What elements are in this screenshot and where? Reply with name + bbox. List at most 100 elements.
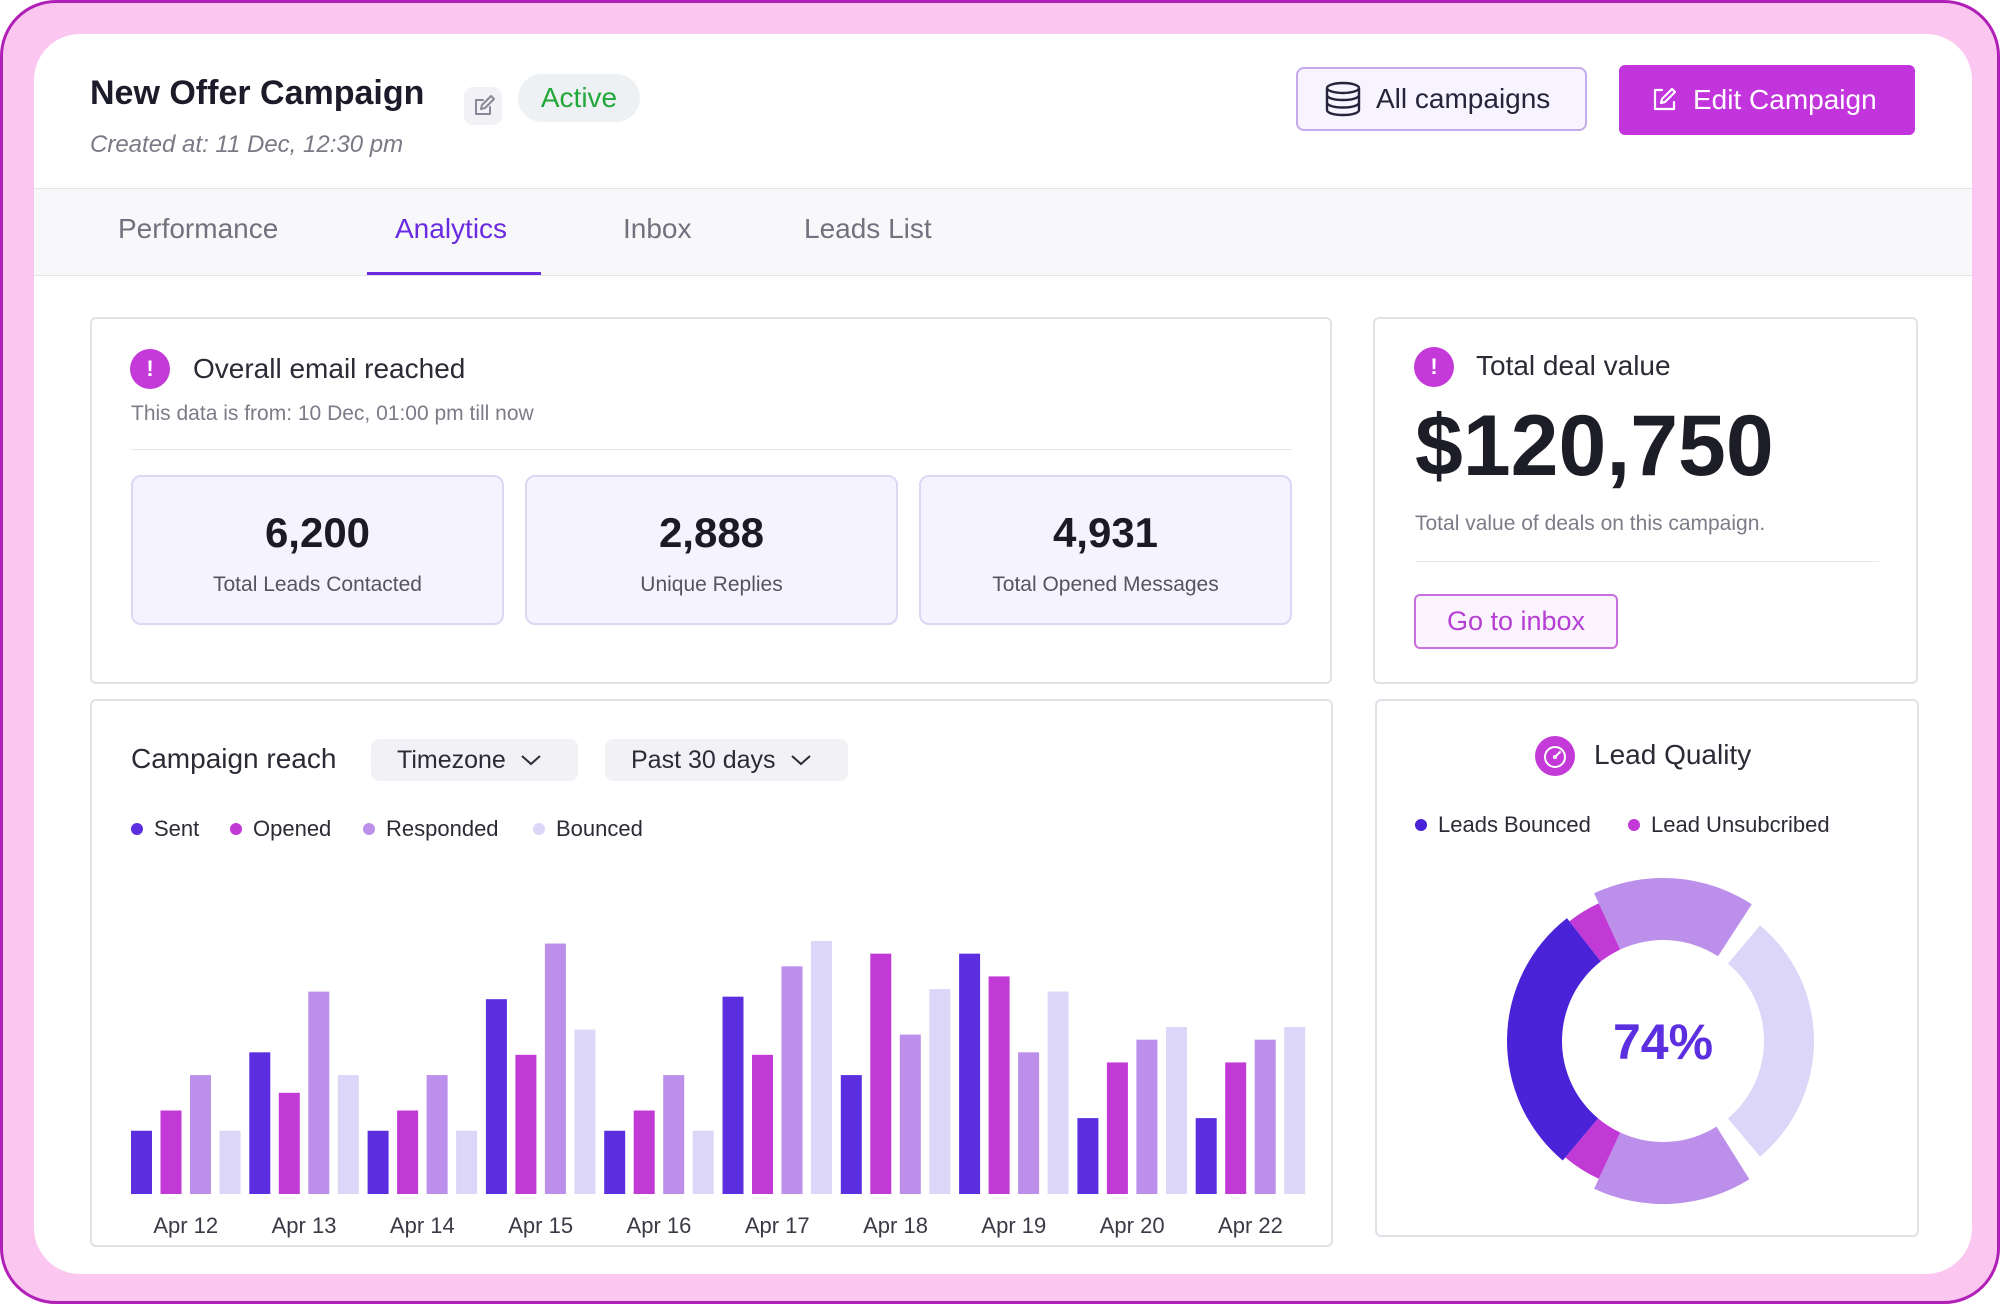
bar-sent-apr-20 (1077, 1118, 1099, 1194)
bar-sent-apr-14 (367, 1130, 389, 1194)
edit-campaign-button[interactable]: Edit Campaign (1619, 65, 1915, 135)
legend-responded: Responded (363, 816, 499, 842)
bar-sent-apr-13 (249, 1052, 271, 1194)
legend-dot (363, 823, 375, 835)
bar-bounced-apr-17 (811, 941, 832, 1194)
legend-dot (1628, 819, 1640, 831)
x-tick-label: Apr 13 (272, 1213, 337, 1238)
all-campaigns-label: All campaigns (1376, 83, 1551, 114)
legend-label: Bounced (556, 816, 643, 841)
bar-opened-apr-20 (1106, 1062, 1128, 1194)
email-reached-panel: ! Overall email reached This data is fro… (90, 317, 1332, 684)
legend-label: Sent (154, 816, 200, 841)
bar-sent-apr-12 (131, 1130, 152, 1194)
bar-bounced-apr-18 (929, 989, 951, 1194)
x-tick-label: Apr 19 (981, 1213, 1046, 1238)
deal-value-title: Total deal value (1476, 350, 1671, 381)
go-to-inbox-button[interactable]: Go to inbox (1414, 594, 1618, 649)
stat-value: 6,200 (264, 509, 371, 556)
bar-sent-apr-16 (604, 1130, 626, 1194)
lead-quality-donut-chart: 74% (1507, 878, 1814, 1204)
legend-leads-bounced: Leads Bounced (1415, 812, 1591, 838)
chevron-down-icon (521, 755, 541, 766)
created-date: Created at: 11 Dec, 12:30 pm (90, 131, 404, 158)
status-badge: Active (518, 74, 640, 122)
bar-opened-apr-14 (397, 1110, 419, 1194)
bar-bounced-apr-16 (692, 1130, 714, 1194)
x-tick-label: Apr 14 (390, 1213, 455, 1238)
stat-card-leads-contacted: 6,200 Total Leads Contacted (131, 475, 504, 625)
tab-analytics[interactable]: Analytics (395, 213, 508, 244)
stat-label: Total Opened Messages (992, 573, 1219, 596)
bar-responded-apr-18 (899, 1034, 921, 1194)
campaign-reach-title: Campaign reach (131, 743, 337, 774)
legend-label: Lead Unsubcribed (1651, 812, 1830, 837)
bar-bounced-apr-13 (337, 1075, 359, 1194)
x-tick-label: Apr 22 (1218, 1213, 1283, 1238)
bar-sent-apr-22 (1195, 1118, 1217, 1194)
divider (1415, 561, 1879, 562)
bar-opened-apr-19 (988, 976, 1010, 1194)
chevron-down-icon (790, 755, 811, 766)
date-range-dropdown[interactable]: Past 30 days (605, 739, 848, 781)
tab-performance[interactable]: Performance (118, 213, 279, 244)
stat-value: 2,888 (658, 509, 765, 556)
alert-icon: ! (1414, 347, 1454, 387)
bar-bounced-apr-20 (1165, 1027, 1187, 1194)
bar-sent-apr-15 (485, 999, 507, 1194)
timezone-label: Timezone (397, 745, 506, 774)
bar-opened-apr-12 (160, 1110, 182, 1194)
lead-quality-panel: Lead Quality Leads Bounced Lead Unsubcri… (1375, 699, 1919, 1237)
x-tick-label: Apr 12 (153, 1213, 218, 1238)
bar-responded-apr-15 (544, 943, 566, 1194)
bar-sent-apr-19 (959, 953, 981, 1194)
x-tick-label: Apr 18 (863, 1213, 928, 1238)
email-reached-title: Overall email reached (193, 353, 466, 384)
stat-value: 4,931 (1052, 509, 1159, 556)
bar-sent-apr-18 (840, 1075, 862, 1194)
legend-dot (533, 823, 545, 835)
donut-segment-magenta-bottom (1565, 1118, 1621, 1179)
donut-segment-indigo-left (1507, 918, 1601, 1161)
timezone-dropdown[interactable]: Timezone (371, 739, 578, 781)
bar-responded-apr-19 (1018, 1052, 1040, 1194)
legend-dot (230, 823, 242, 835)
bar-responded-apr-16 (663, 1075, 685, 1194)
tab-inbox[interactable]: Inbox (623, 213, 692, 244)
bar-opened-apr-17 (752, 1054, 773, 1194)
edit-title-icon[interactable] (463, 86, 503, 126)
bar-responded-apr-20 (1136, 1039, 1158, 1194)
bar-sent-apr-17 (722, 996, 744, 1194)
active-tab-indicator (367, 272, 541, 275)
alert-icon: ! (130, 349, 170, 389)
x-tick-label: Apr 15 (508, 1213, 573, 1238)
gauge-icon (1535, 736, 1575, 776)
bar-bounced-apr-12 (219, 1130, 241, 1194)
bar-opened-apr-22 (1225, 1062, 1247, 1194)
campaign-reach-panel: Campaign reach Timezone Past 30 days Sen… (90, 699, 1333, 1247)
tab-leads-list[interactable]: Leads List (804, 213, 932, 244)
campaign-reach-bar-chart: Apr 12 Apr 13 Apr 14 Apr 15 Apr 16 Apr 17 Apr … (131, 941, 1306, 1238)
stat-card-unique-replies: 2,888 Unique Replies (525, 475, 898, 625)
campaign-title: New Offer Campaign (90, 74, 425, 112)
deal-value-subtitle: Total value of deals on this campaign. (1415, 512, 1766, 535)
lead-quality-title: Lead Quality (1594, 739, 1752, 770)
bar-opened-apr-13 (278, 1092, 300, 1194)
edit-icon (1653, 87, 1677, 111)
bar-opened-apr-16 (633, 1110, 655, 1194)
deal-value-amount: $120,750 (1415, 398, 1774, 494)
donut-center-percent: 74% (1613, 1014, 1713, 1070)
bar-bounced-apr-14 (456, 1130, 478, 1194)
tab-bar: Performance Analytics Inbox Leads List (34, 188, 1972, 276)
all-campaigns-button[interactable]: All campaigns (1296, 67, 1587, 131)
donut-segment-lavender-bottom (1594, 1126, 1750, 1204)
bar-bounced-apr-22 (1284, 1027, 1306, 1194)
bar-bounced-apr-15 (574, 1029, 596, 1194)
legend-label: Opened (253, 816, 332, 841)
email-reached-subtitle: This data is from: 10 Dec, 01:00 pm till… (131, 402, 534, 425)
legend-opened: Opened (230, 816, 331, 842)
deal-value-panel: ! Total deal value $120,750 Total value … (1373, 317, 1918, 684)
bar-responded-apr-14 (426, 1075, 448, 1194)
bar-responded-apr-22 (1254, 1039, 1276, 1194)
